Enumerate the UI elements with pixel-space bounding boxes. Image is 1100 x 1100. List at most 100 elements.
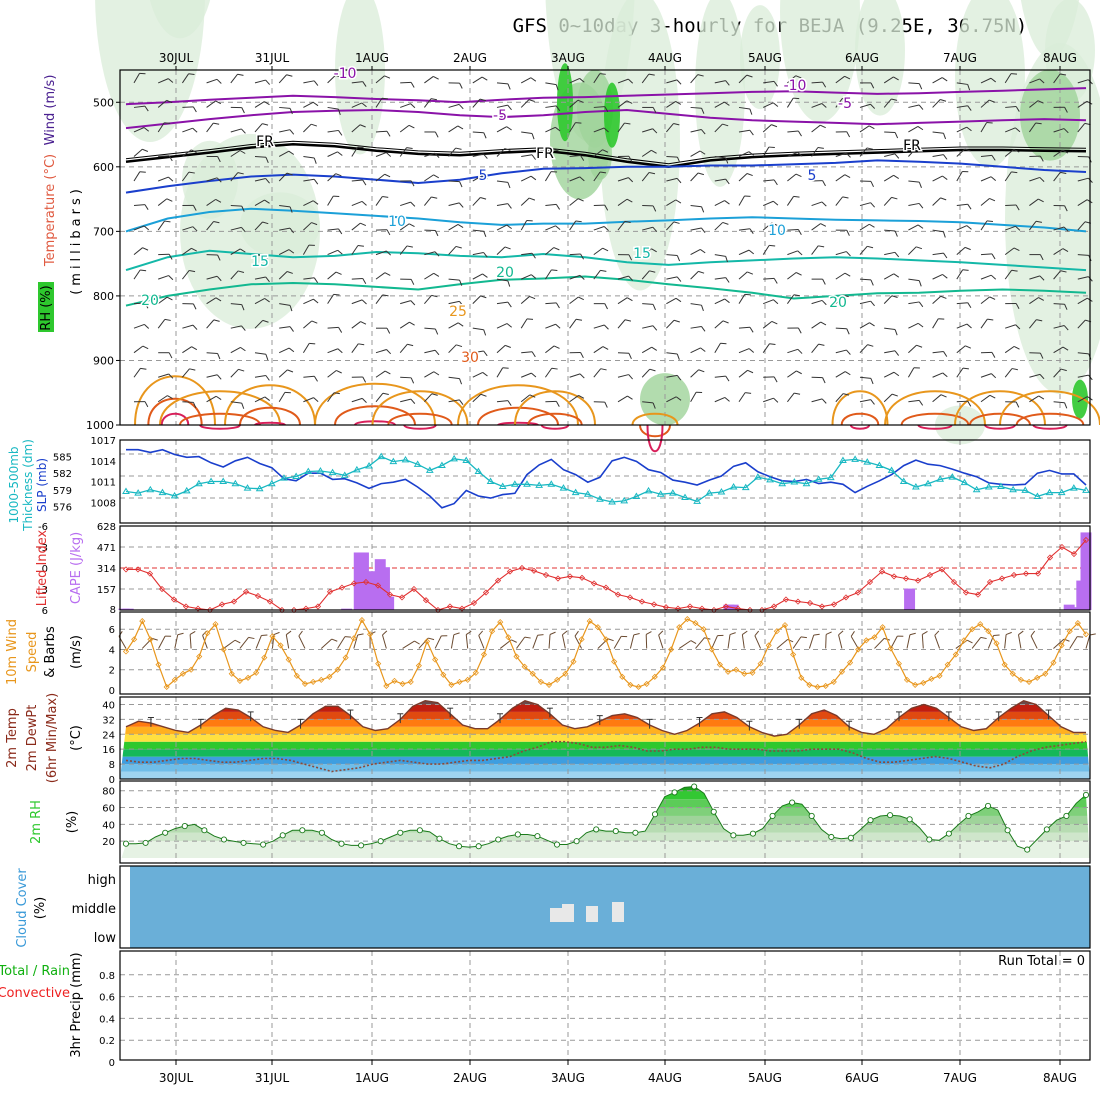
upper-wind-barb (891, 98, 898, 101)
thickness-point (960, 478, 969, 486)
upper-wind-barb (302, 244, 310, 255)
wind10-point (871, 634, 878, 641)
upper-wind-barb (883, 98, 892, 108)
upper-wind-barb (483, 231, 487, 238)
wind10-barb (754, 635, 762, 649)
li-point (506, 568, 514, 575)
rh-point (475, 843, 482, 850)
upper-wind-barb (496, 323, 508, 329)
upper-wind-barb (230, 368, 239, 378)
upper-wind-barb (943, 351, 948, 357)
upper-wind-barb (835, 294, 844, 304)
upper-wind-barb (133, 225, 145, 231)
upper-wind-barb (932, 394, 942, 403)
wind10-point (830, 678, 837, 685)
li-point (650, 601, 658, 608)
isotherm--5 (125, 108, 1087, 130)
temp-bands (120, 700, 1090, 779)
wind10-barb (239, 637, 249, 649)
li-point (950, 578, 958, 586)
upper-wind-barb (303, 200, 314, 206)
upper-wind-barb (915, 147, 922, 151)
upper-wind-barb (666, 396, 677, 403)
upper-wind-barb (264, 298, 270, 303)
upper-wind-barb (182, 368, 190, 378)
upper-wind-barb (206, 177, 218, 182)
upper-wind-barb (842, 196, 849, 199)
isotherm-label: -10 (784, 78, 807, 94)
upper-wind-barb (748, 249, 755, 255)
upper-wind-barb (457, 125, 464, 130)
upper-wind-barb (254, 254, 266, 257)
isotherm-FR-double (125, 140, 1087, 165)
wind10-barb (934, 635, 941, 649)
upper-wind-barb (675, 101, 682, 105)
rh2m-unit: (%) (65, 811, 80, 834)
temp-band (120, 764, 1090, 772)
li-point (890, 573, 898, 580)
upper-wind-barb (133, 171, 141, 182)
upper-wind-barb (908, 344, 917, 354)
upper-wind-barb (1053, 346, 1064, 354)
upper-wind-barb (555, 302, 560, 309)
temp-tick: 8 (109, 760, 115, 771)
upper-wind-barb (1015, 303, 1020, 309)
wind10-barb (562, 630, 568, 636)
thickness-point (875, 461, 884, 468)
isotherm-label: -5 (838, 96, 852, 112)
thickness-point (413, 460, 422, 467)
upper-wind-barb (1059, 73, 1067, 76)
upper-wind-barb (496, 400, 508, 403)
upper-wind-barb (859, 147, 868, 157)
upper-wind-barb (472, 197, 481, 206)
upper-wind-barb (811, 201, 823, 207)
cloud-level-label: middle (72, 902, 116, 917)
upper-wind-barb (265, 79, 271, 85)
upper-wind-barb (749, 326, 754, 333)
precip-label: 3hr Precip (mm) (69, 952, 84, 1057)
upper-wind-barb (483, 329, 487, 336)
rh-label: RH (%) (39, 285, 54, 330)
wind10-point (757, 660, 764, 667)
upper-wind-barb (580, 352, 584, 359)
upper-wind-barb (458, 104, 464, 110)
upper-wind-barb (722, 320, 729, 324)
upper-wind-barb (980, 373, 992, 378)
wind10-point (895, 660, 902, 667)
wind10-barb (874, 638, 885, 649)
upper-wind-barb (884, 251, 896, 256)
upper-wind-barb (507, 104, 512, 111)
t2m-label-c: (6hr Min/Max) (45, 693, 60, 783)
upper-wind-barb (738, 249, 750, 256)
isotherm-dome (254, 421, 286, 426)
upper-wind-barb (835, 152, 847, 157)
upper-wind-barb (206, 100, 216, 108)
upper-wind-barb (555, 401, 560, 407)
upper-wind-barb (483, 153, 488, 159)
upper-wind-barb (956, 247, 966, 255)
rh-band (120, 790, 1090, 800)
upper-wind-barb (787, 250, 798, 256)
wind10-barb (537, 634, 544, 636)
upper-wind-barb (254, 123, 263, 133)
upper-wind-barb (580, 253, 585, 260)
upper-wind-barb (676, 79, 682, 85)
thickness-point (267, 479, 276, 487)
wind10-point (554, 676, 561, 683)
upper-wind-barb (821, 201, 827, 207)
upper-wind-barb (859, 278, 872, 281)
upper-wind-barb (818, 343, 825, 346)
upper-wind-barb (133, 73, 140, 84)
upper-wind-barb (714, 298, 725, 305)
rh-point (1063, 812, 1070, 820)
upper-wind-barb (600, 269, 607, 272)
wind10-point (651, 673, 658, 680)
upper-wind-barb (375, 173, 385, 182)
upper-wind-barb (480, 197, 487, 200)
upper-wind-barb (241, 128, 246, 134)
temp-tick: 24 (102, 730, 115, 741)
upper-wind-barb (472, 393, 482, 403)
upper-wind-barb (990, 176, 997, 181)
wind10-point (188, 666, 195, 673)
isotherm-dome (477, 406, 559, 426)
